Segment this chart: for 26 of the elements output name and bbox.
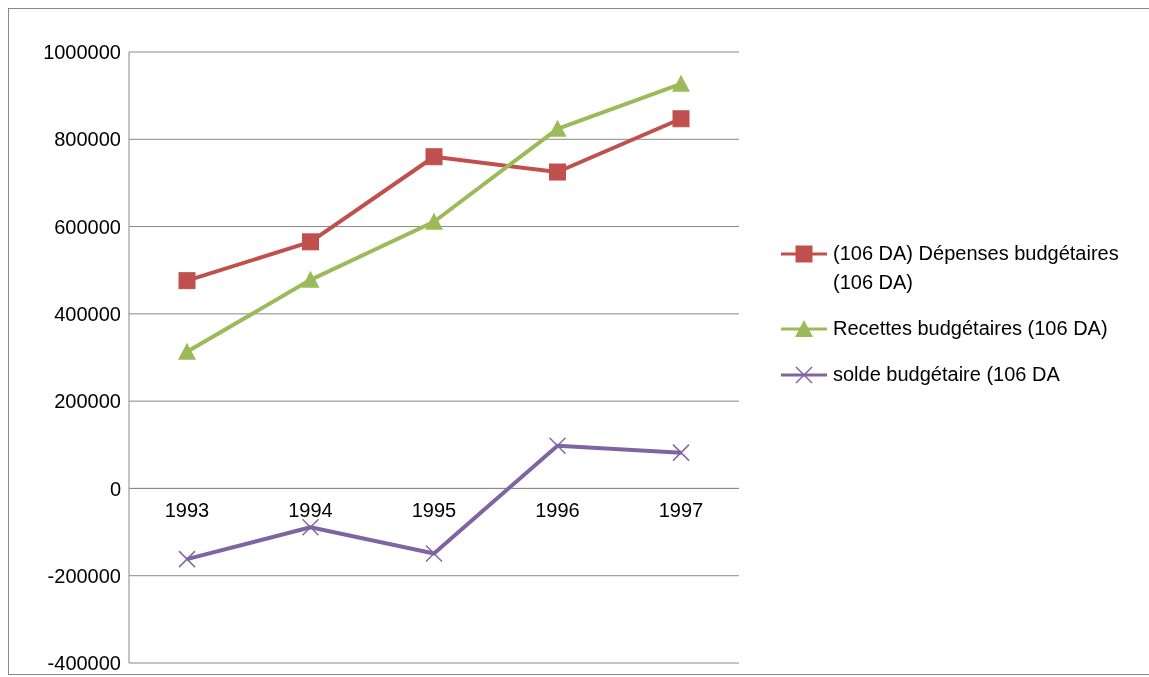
- point: [301, 270, 320, 288]
- point: [178, 342, 196, 360]
- point: [549, 163, 566, 181]
- y-tick-label: -200000: [47, 564, 121, 587]
- y-tick-label: 0: [109, 477, 121, 500]
- y-tick-label: 1000000: [43, 41, 121, 64]
- point: [548, 119, 567, 137]
- y-tick-label: 800000: [54, 128, 121, 151]
- x-tick-label: 1994: [288, 499, 333, 522]
- y-tick-label: 600000: [54, 215, 121, 238]
- x-tick-label: 1997: [658, 499, 704, 522]
- legend-label: solde budgétaire (106 DA: [833, 362, 1060, 387]
- x-tick-label: 1995: [411, 499, 457, 522]
- y-tick-label: -400000: [47, 652, 121, 675]
- y-tick-label: 400000: [54, 302, 121, 325]
- point: [178, 272, 196, 290]
- x-tick-label: 1993: [164, 499, 210, 522]
- point: [302, 233, 319, 251]
- legend-label: Recettes budgétaires (106 DA): [833, 316, 1108, 341]
- point: [672, 110, 690, 128]
- legend-label: (106 DA) Dépenses budgétaires (106 DA): [833, 241, 1120, 295]
- point: [425, 212, 443, 230]
- x-tick-label: 1996: [535, 499, 580, 522]
- point: [425, 148, 443, 166]
- point: [672, 74, 690, 92]
- y-tick-label: 200000: [54, 390, 121, 413]
